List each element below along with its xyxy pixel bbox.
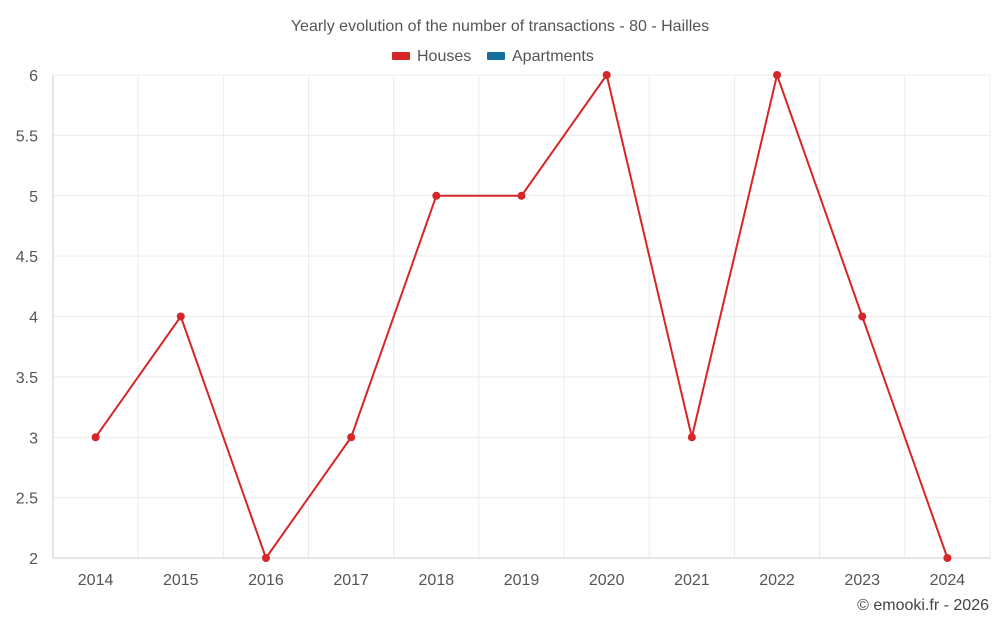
x-tick-label: 2014 [78,572,114,589]
y-tick-label: 2 [29,551,38,568]
y-tick-label: 6 [29,68,38,85]
x-tick-label: 2022 [759,572,795,589]
x-tick-label: 2021 [674,572,710,589]
data-point-houses-2024[interactable] [943,554,952,562]
credit-text: © emooki.fr - 2026 [857,597,989,614]
x-axis: 2014 2015 2016 2017 2018 2019 2020 2021 2022 2023… [53,557,990,589]
legend-label-houses[interactable]: Houses [417,48,471,65]
legend-label-apartments[interactable]: Apartments [512,48,594,65]
y-axis: 2 2.5 3 3.5 4 4.5 5 5.5 6 [16,68,54,568]
chart-title: Yearly evolution of the number of transa… [291,18,709,35]
y-tick-label: 4.5 [16,249,38,266]
grid [52,74,991,559]
y-tick-label: 3 [29,430,38,447]
data-point-houses-2016[interactable] [261,554,270,562]
x-tick-label: 2015 [163,572,199,589]
x-tick-label: 2018 [419,572,455,589]
x-tick-label: 2024 [930,572,966,589]
x-tick-label: 2023 [844,572,880,589]
data-point-houses-2019[interactable] [517,191,526,200]
y-tick-label: 2.5 [16,491,38,508]
data-point-houses-2018[interactable] [432,191,441,200]
series-houses [91,71,952,562]
y-tick-label: 4 [29,310,38,327]
x-tick-label: 2019 [504,572,540,589]
legend: Houses Apartments [392,48,594,65]
data-point-houses-2023[interactable] [858,312,867,321]
x-tick-label: 2020 [589,572,625,589]
y-tick-label: 3.5 [16,370,38,387]
y-tick-label: 5 [29,189,38,206]
data-point-houses-2014[interactable] [91,433,100,442]
legend-swatch-houses[interactable] [392,52,410,60]
data-point-houses-2017[interactable] [347,433,356,442]
data-point-houses-2021[interactable] [687,433,696,442]
data-point-houses-2015[interactable] [176,312,185,321]
data-point-houses-2022[interactable] [773,71,782,79]
x-tick-label: 2017 [333,572,369,589]
legend-swatch-apartments[interactable] [487,52,505,60]
data-point-houses-2020[interactable] [602,71,611,79]
y-tick-label: 5.5 [16,128,38,145]
x-tick-label: 2016 [248,572,284,589]
